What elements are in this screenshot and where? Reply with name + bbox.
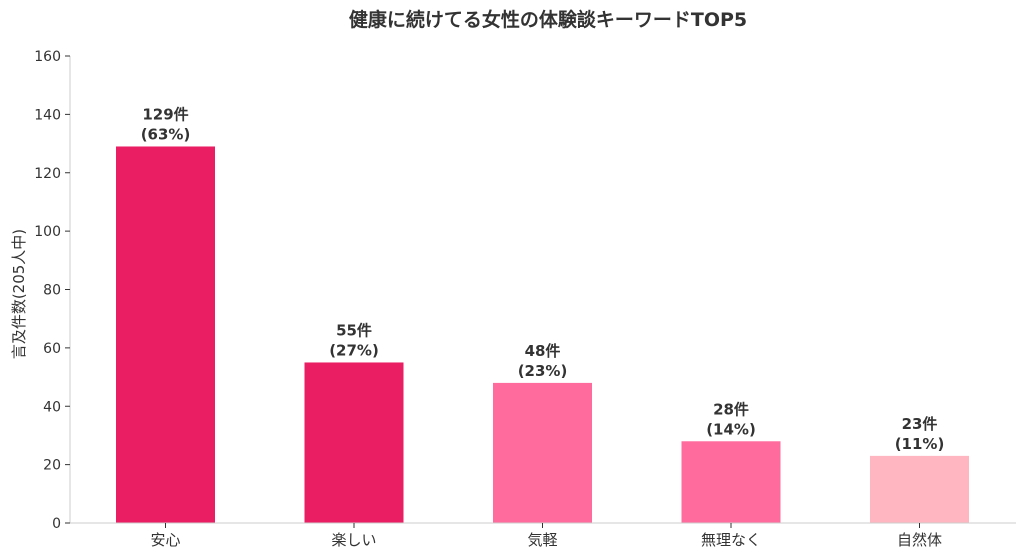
y-tick-label: 160	[34, 49, 61, 65]
bar-count-label: 129件	[142, 105, 188, 123]
y-tick-label: 20	[43, 458, 61, 474]
bar-percent-label: (14%)	[706, 420, 756, 438]
x-axis: 安心 楽しい 気軽 無理なく 自然体	[70, 522, 1016, 549]
x-category-label: 無理なく	[701, 531, 761, 549]
bar	[870, 455, 969, 523]
bar-count-label: 55件	[336, 321, 372, 339]
y-axis-label: 言及件数(205人中)	[10, 229, 28, 359]
x-category-label: 安心	[150, 531, 180, 549]
bar-count-label: 23件	[902, 415, 938, 433]
bar-percent-label: (11%)	[895, 435, 945, 453]
bar-percent-label: (63%)	[141, 125, 191, 143]
bar	[304, 362, 404, 523]
bar	[493, 382, 592, 523]
y-axis: 0 20 40 60 80 100 120 140 160	[34, 49, 71, 532]
bars: 129件 (63%) 55件 (27%) 48件 (23%) 28件 (14%) 23件 (11%…	[116, 105, 969, 523]
bar-count-label: 28件	[713, 400, 749, 418]
bar	[116, 146, 215, 523]
y-tick-label: 40	[43, 399, 61, 415]
x-category-label: 自然体	[897, 531, 942, 549]
bar-percent-label: (27%)	[329, 341, 379, 359]
y-tick-label: 0	[52, 516, 61, 532]
bar-percent-label: (23%)	[518, 362, 568, 380]
bar	[681, 441, 781, 523]
y-tick-label: 120	[34, 166, 61, 182]
y-tick-label: 80	[43, 283, 61, 299]
y-tick-label: 140	[34, 107, 61, 123]
x-category-label: 楽しい	[331, 531, 376, 549]
y-tick-label: 100	[34, 224, 61, 240]
x-category-label: 気軽	[527, 531, 557, 549]
bar-count-label: 48件	[525, 342, 561, 360]
chart-title: 健康に続けてる女性の体験談キーワードTOP5	[349, 8, 747, 31]
y-tick-label: 60	[43, 341, 61, 357]
